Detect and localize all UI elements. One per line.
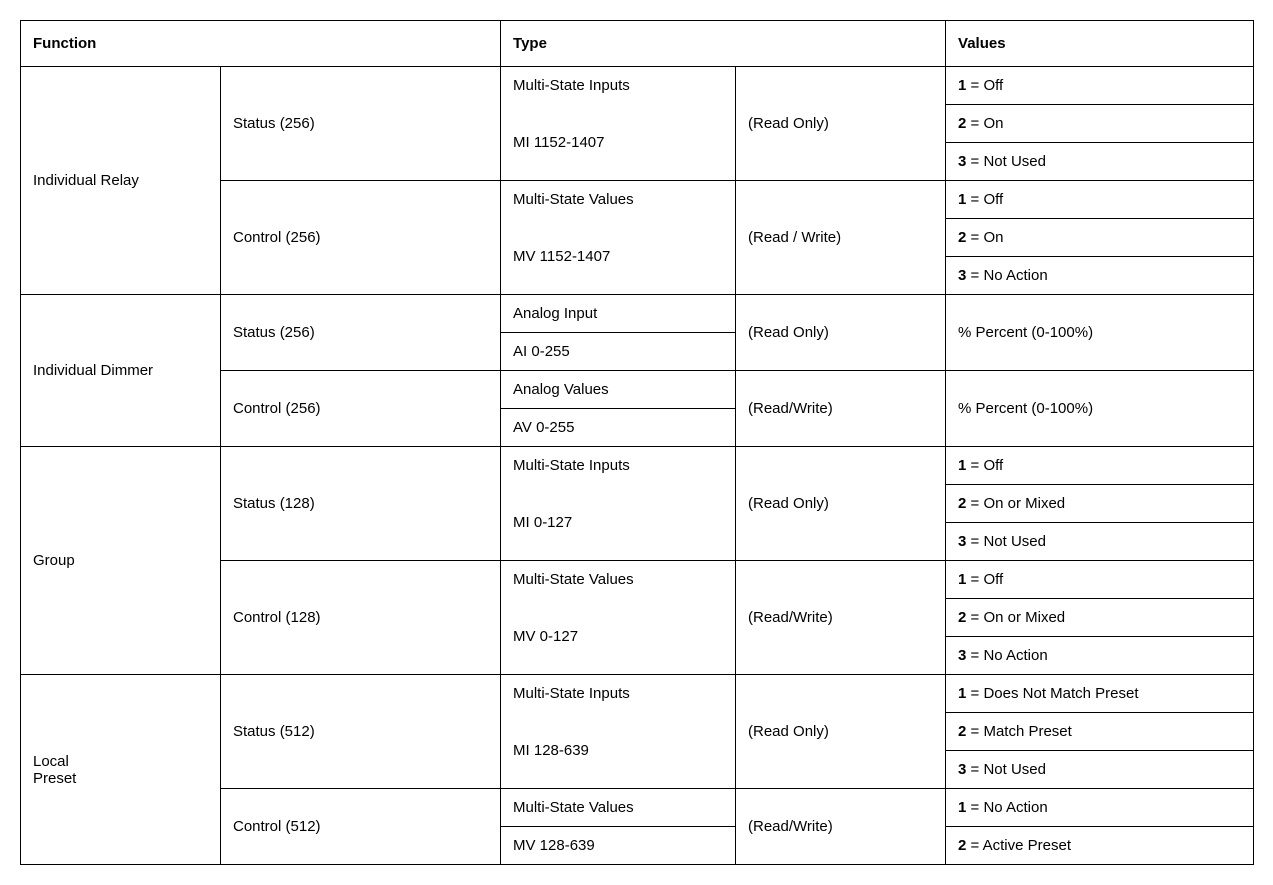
value-cell: 3 = No Action xyxy=(946,637,1254,675)
function-individual-dimmer: Individual Dimmer xyxy=(21,295,221,447)
value-txt: = No Action xyxy=(966,799,1047,816)
value-txt: = Not Used xyxy=(966,533,1046,550)
type-cell: Multi-State Values xyxy=(501,561,736,599)
value-cell: 1 = Off xyxy=(946,67,1254,105)
value-txt: = Off xyxy=(966,457,1003,474)
value-cell: 3 = No Action xyxy=(946,257,1254,295)
value-cell: 2 = On or Mixed xyxy=(946,599,1254,637)
function-local-preset: Local Preset xyxy=(21,675,221,865)
value-txt: = No Action xyxy=(966,267,1047,284)
header-function: Function xyxy=(21,21,501,67)
table-row: Individual Relay Status (256) Multi-Stat… xyxy=(21,67,1254,105)
value-txt: = No Action xyxy=(966,647,1047,664)
value-cell: % Percent (0-100%) xyxy=(946,371,1254,447)
table-row: Local Preset Status (512) Multi-State In… xyxy=(21,675,1254,713)
value-txt: = Not Used xyxy=(966,761,1046,778)
type-cell: MI 128-639 xyxy=(501,713,736,789)
access-cell: (Read / Write) xyxy=(736,181,946,295)
table-row: Individual Dimmer Status (256) Analog In… xyxy=(21,295,1254,333)
table-row: Group Status (128) Multi-State Inputs (R… xyxy=(21,447,1254,485)
value-cell: 3 = Not Used xyxy=(946,751,1254,789)
local-preset-line2: Preset xyxy=(33,770,76,787)
bacnet-objects-table: Function Type Values Individual Relay St… xyxy=(20,20,1254,865)
value-txt: = On or Mixed xyxy=(966,495,1065,512)
value-txt: = Off xyxy=(966,571,1003,588)
type-cell: MI 0-127 xyxy=(501,485,736,561)
subfunction-label: Status (256) xyxy=(221,295,501,371)
access-cell: (Read Only) xyxy=(736,295,946,371)
type-cell: Multi-State Inputs xyxy=(501,67,736,105)
value-cell: 1 = No Action xyxy=(946,789,1254,827)
value-cell: 2 = Match Preset xyxy=(946,713,1254,751)
type-cell: Multi-State Values xyxy=(501,789,736,827)
value-cell: 1 = Does Not Match Preset xyxy=(946,675,1254,713)
type-cell: Multi-State Inputs xyxy=(501,447,736,485)
value-cell: % Percent (0-100%) xyxy=(946,295,1254,371)
function-individual-relay: Individual Relay xyxy=(21,67,221,295)
header-type: Type xyxy=(501,21,946,67)
value-cell: 3 = Not Used xyxy=(946,523,1254,561)
table-header-row: Function Type Values xyxy=(21,21,1254,67)
value-cell: 2 = Active Preset xyxy=(946,827,1254,865)
value-txt: = On xyxy=(966,115,1003,132)
value-cell: 1 = Off xyxy=(946,447,1254,485)
access-cell: (Read Only) xyxy=(736,67,946,181)
access-cell: (Read/Write) xyxy=(736,561,946,675)
type-cell: AV 0-255 xyxy=(501,409,736,447)
subfunction-label: Control (256) xyxy=(221,371,501,447)
subfunction-label: Control (128) xyxy=(221,561,501,675)
type-cell: MV 0-127 xyxy=(501,599,736,675)
local-preset-line1: Local xyxy=(33,753,69,770)
subfunction-label: Control (512) xyxy=(221,789,501,865)
type-cell: Analog Input xyxy=(501,295,736,333)
value-cell: 3 = Not Used xyxy=(946,143,1254,181)
subfunction-label: Status (512) xyxy=(221,675,501,789)
access-cell: (Read Only) xyxy=(736,675,946,789)
type-cell: Multi-State Inputs xyxy=(501,675,736,713)
value-txt: = On xyxy=(966,229,1003,246)
type-cell: AI 0-255 xyxy=(501,333,736,371)
value-cell: 1 = Off xyxy=(946,561,1254,599)
header-values: Values xyxy=(946,21,1254,67)
access-cell: (Read Only) xyxy=(736,447,946,561)
access-cell: (Read/Write) xyxy=(736,789,946,865)
value-txt: = On or Mixed xyxy=(966,609,1065,626)
value-cell: 2 = On or Mixed xyxy=(946,485,1254,523)
type-cell: Analog Values xyxy=(501,371,736,409)
subfunction-label: Status (128) xyxy=(221,447,501,561)
type-cell: MV 128-639 xyxy=(501,827,736,865)
value-cell: 1 = Off xyxy=(946,181,1254,219)
value-txt: = Not Used xyxy=(966,153,1046,170)
value-cell: 2 = On xyxy=(946,105,1254,143)
value-txt: = Match Preset xyxy=(966,723,1071,740)
value-txt: = Off xyxy=(966,77,1003,94)
access-cell: (Read/Write) xyxy=(736,371,946,447)
function-group: Group xyxy=(21,447,221,675)
value-txt: = Off xyxy=(966,191,1003,208)
type-cell: Multi-State Values xyxy=(501,181,736,219)
type-cell: MV 1152-1407 xyxy=(501,219,736,295)
value-cell: 2 = On xyxy=(946,219,1254,257)
subfunction-label: Status (256) xyxy=(221,67,501,181)
subfunction-label: Control (256) xyxy=(221,181,501,295)
type-cell: MI 1152-1407 xyxy=(501,105,736,181)
value-txt: = Active Preset xyxy=(966,837,1071,854)
value-txt: = Does Not Match Preset xyxy=(966,685,1138,702)
